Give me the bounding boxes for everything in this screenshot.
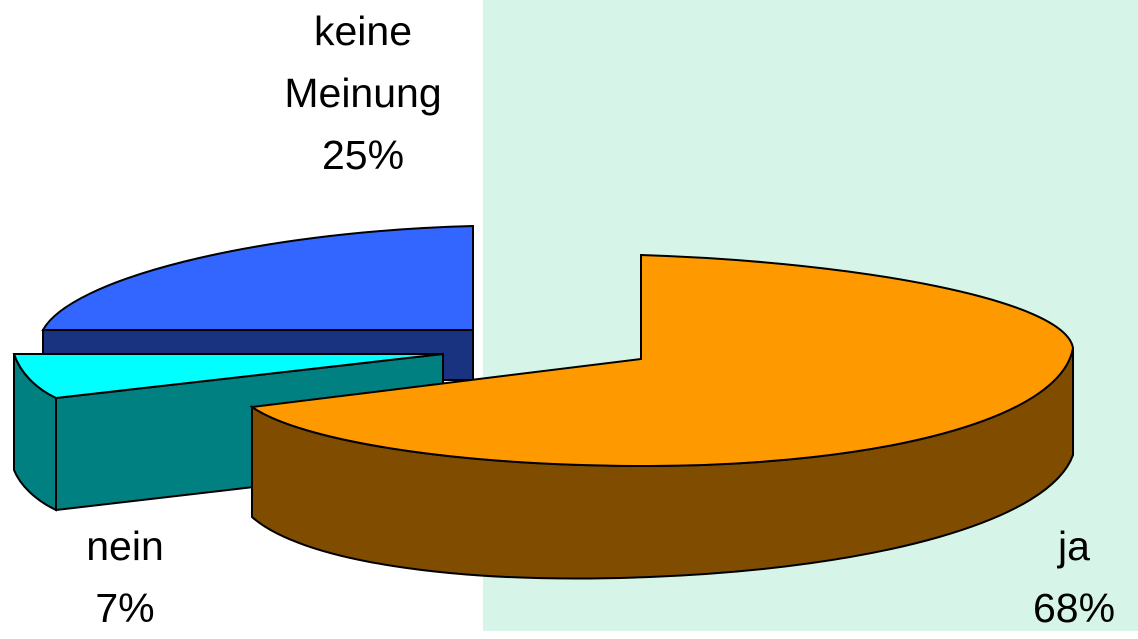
label-ja-name: ja (1058, 523, 1090, 569)
label-keine-meinung-line1: keine (313, 8, 412, 54)
slice-nein-top (12, 353, 444, 400)
label-nein-name: nein (86, 523, 164, 569)
label-ja: ja 68% (1010, 515, 1138, 639)
label-nein: nein 7% (45, 515, 205, 639)
label-keine-meinung-value: 25% (321, 132, 405, 178)
slice-keine-meinung-top (41, 224, 474, 331)
label-ja-value: 68% (1032, 585, 1116, 631)
slice-ja (249, 253, 1075, 580)
label-keine-meinung-line2: Meinung (284, 70, 442, 116)
label-keine-meinung: keine Meinung 25% (243, 0, 483, 186)
slice-ja-top (249, 253, 1075, 468)
label-nein-value: 7% (95, 585, 155, 631)
